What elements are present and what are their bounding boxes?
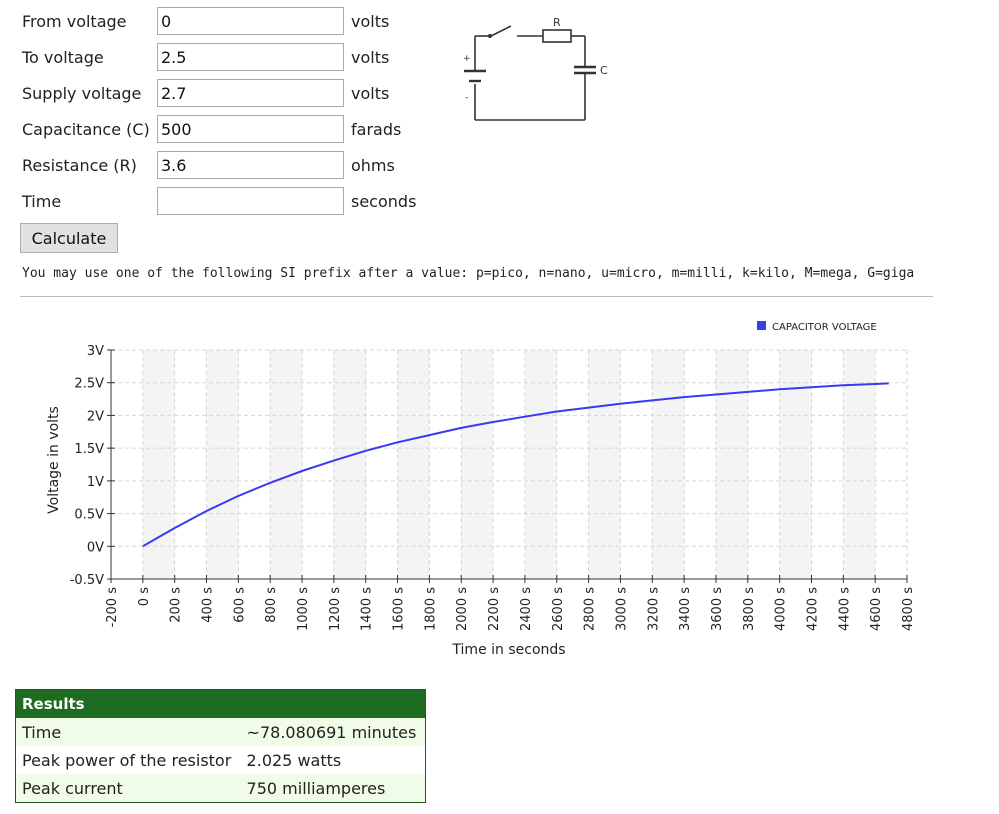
- plot-band: [843, 350, 876, 579]
- supply-voltage-label: Supply voltage: [22, 84, 142, 103]
- plot-band: [333, 350, 366, 579]
- resistance-label: Resistance (R): [22, 156, 137, 175]
- plot-band: [461, 350, 494, 579]
- x-tick-label: 400 s: [201, 587, 216, 623]
- to-voltage-label: To voltage: [22, 48, 104, 67]
- y-tick-label: 2.5V: [74, 377, 104, 392]
- si-prefix-note: You may use one of the following SI pref…: [22, 266, 915, 281]
- x-tick-label: 3000 s: [614, 587, 629, 631]
- x-tick-label: 3600 s: [710, 587, 725, 631]
- x-tick-label: 2600 s: [551, 587, 566, 631]
- x-tick-label: 600 s: [232, 587, 247, 623]
- plot-band: [524, 350, 557, 579]
- rc-circuit-diagram: + - R C: [463, 16, 608, 121]
- x-tick-label: 3200 s: [646, 587, 661, 631]
- x-tick-label: 3400 s: [678, 587, 693, 631]
- legend-label: CAPACITOR VOLTAGE: [772, 322, 877, 333]
- x-tick-label: -200 s: [105, 587, 120, 628]
- x-tick-label: 4600 s: [869, 587, 884, 631]
- table-row: Peak current 750 milliamperes: [15, 774, 426, 803]
- capacitance-label: Capacitance (C): [22, 120, 150, 139]
- time-unit: seconds: [351, 192, 417, 211]
- y-tick-label: 0.5V: [74, 508, 104, 523]
- x-tick-label: 2000 s: [455, 587, 470, 631]
- result-value: 750 milliamperes: [240, 774, 426, 803]
- result-value: ~78.080691 minutes: [240, 718, 426, 746]
- resistor-label: R: [553, 16, 561, 29]
- result-value: 2.025 watts: [240, 746, 426, 774]
- results-title: Results: [15, 689, 426, 718]
- supply-voltage-input[interactable]: [157, 79, 344, 107]
- capacitor-label: C: [600, 64, 608, 77]
- supply-voltage-unit: volts: [351, 84, 390, 103]
- time-input[interactable]: [157, 187, 344, 215]
- series-line-capacitor-voltage: [142, 382, 889, 548]
- x-tick-label: 1600 s: [392, 587, 407, 631]
- x-tick-label: 2200 s: [487, 587, 502, 631]
- x-tick-label: 0 s: [137, 587, 152, 606]
- switch-blade: [490, 25, 512, 37]
- x-tick-label: 2400 s: [519, 587, 534, 631]
- plot-band: [142, 350, 175, 579]
- capacitance-input[interactable]: [157, 115, 344, 143]
- resistance-input[interactable]: [157, 151, 344, 179]
- result-label: Peak power of the resistor: [15, 746, 241, 774]
- x-tick-label: 1200 s: [328, 587, 343, 631]
- table-row: Peak power of the resistor 2.025 watts: [15, 746, 426, 774]
- voltage-chart: 3V 2.5V 2V 1.5V 1V 0.5V 0V -0.5V-200 s 0 s 200 s 4…: [46, 321, 916, 658]
- switch-pivot: [488, 34, 492, 38]
- to-voltage-input[interactable]: [157, 43, 344, 71]
- y-tick-label: -0.5V: [70, 573, 104, 588]
- plot-band: [715, 350, 748, 579]
- result-label: Peak current: [15, 774, 241, 803]
- table-row: Time ~78.080691 minutes: [15, 718, 426, 746]
- y-tick-label: 0V: [87, 540, 104, 555]
- resistance-unit: ohms: [351, 156, 395, 175]
- x-tick-label: 200 s: [169, 587, 184, 623]
- x-tick-label: 1000 s: [296, 587, 311, 631]
- y-tick-label: 2V: [87, 409, 104, 424]
- from-voltage-label: From voltage: [22, 12, 127, 31]
- x-tick-label: 4200 s: [805, 587, 820, 631]
- battery-minus-label: -: [465, 93, 468, 103]
- x-axis-label: Time in seconds: [451, 642, 565, 658]
- y-tick-label: 1.5V: [74, 442, 104, 457]
- x-tick-label: 1800 s: [423, 587, 438, 631]
- plot-band: [652, 350, 685, 579]
- resistor-symbol: [542, 29, 572, 43]
- x-tick-label: 1400 s: [360, 587, 375, 631]
- x-tick-label: 4400 s: [837, 587, 852, 631]
- results-table: Results Time ~78.080691 minutes Peak pow…: [15, 689, 426, 803]
- plot-area: [111, 350, 907, 579]
- y-tick-label: 3V: [87, 344, 104, 359]
- x-tick-label: 3800 s: [742, 587, 757, 631]
- x-tick-label: 4800 s: [901, 587, 916, 631]
- to-voltage-unit: volts: [351, 48, 390, 67]
- plot-band: [206, 350, 239, 579]
- time-label: Time: [22, 192, 62, 211]
- from-voltage-unit: volts: [351, 12, 390, 31]
- legend-swatch: [757, 321, 766, 330]
- battery-plus-label: +: [463, 54, 471, 64]
- plot-band: [397, 350, 430, 579]
- y-tick-label: 1V: [87, 475, 104, 490]
- x-tick-label: 2800 s: [583, 587, 598, 631]
- x-tick-label: 800 s: [264, 587, 279, 623]
- plot-band: [779, 350, 812, 579]
- y-axis-label: Voltage in volts: [46, 406, 62, 514]
- plot-band: [270, 350, 303, 579]
- plot-band: [588, 350, 621, 579]
- x-tick-label: 4000 s: [774, 587, 789, 631]
- from-voltage-input[interactable]: [157, 7, 344, 35]
- calculate-button[interactable]: Calculate: [20, 223, 118, 253]
- result-label: Time: [15, 718, 241, 746]
- divider: [20, 296, 933, 297]
- capacitance-unit: farads: [351, 120, 402, 139]
